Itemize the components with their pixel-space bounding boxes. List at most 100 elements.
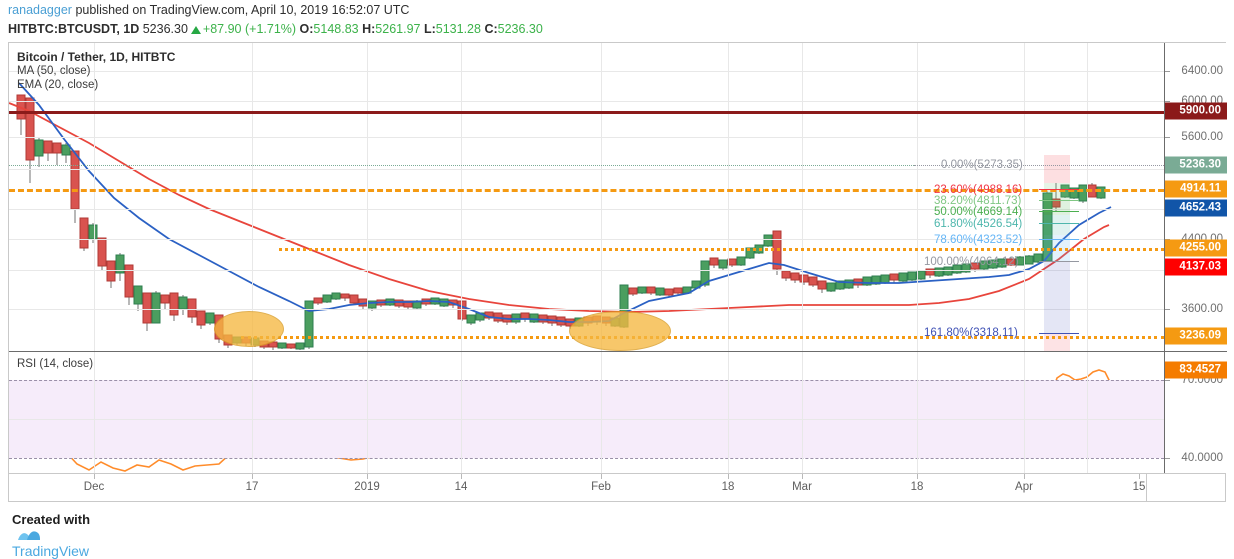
gridline-vertical <box>728 352 729 473</box>
price-change: +87.90 (+1.71%) <box>202 22 297 36</box>
price-series-svg <box>9 82 1112 350</box>
time-label: 15 <box>1132 481 1146 493</box>
price-tick: 6400.00 <box>1181 65 1223 77</box>
chart-frame: 0.00%(5273.35) 23.60%(4988.16) 38.20%(48… <box>8 42 1227 474</box>
price-scale[interactable]: 6400.00 6000.00 5600.00 5200.00 4800.00 … <box>1164 43 1227 473</box>
time-label: 14 <box>454 481 468 493</box>
gridline <box>9 71 1164 72</box>
price-badge-base: 3236.09 <box>1165 327 1227 345</box>
price-badge-ema: 4652.43 <box>1165 199 1227 217</box>
gridline <box>9 137 1164 138</box>
gridline-vertical <box>802 43 803 351</box>
ema-legend[interactable]: EMA (20, close) <box>17 79 99 91</box>
rsi-badge-last: 83.4527 <box>1165 361 1227 379</box>
rsi-oversold-line <box>9 458 1164 459</box>
gridline-vertical <box>252 43 253 351</box>
time-label: Dec <box>83 481 105 493</box>
ma50-line <box>9 102 1110 313</box>
fib-line-786 <box>1039 239 1079 240</box>
time-label: Mar <box>792 481 812 493</box>
arrow-up-icon <box>190 26 201 34</box>
fib-line-50 <box>1039 211 1079 212</box>
gridline-vertical <box>917 43 918 351</box>
gridline <box>9 101 1164 102</box>
pane-separator[interactable] <box>9 351 1164 352</box>
rsi-legend[interactable]: RSI (14, close) <box>17 358 94 370</box>
low-value: 5131.28 <box>435 22 481 36</box>
fib-zone-green2 <box>1044 199 1070 215</box>
close-level-line-5236 <box>9 165 1164 166</box>
gridline <box>9 169 1164 170</box>
publication-line: ranadagger published on TradingView.com,… <box>8 3 409 17</box>
gridline <box>9 309 1164 310</box>
footer-branding: Created with TradingView <box>12 512 90 559</box>
open-value: 5148.83 <box>313 22 359 36</box>
fib-line-100 <box>1039 261 1079 262</box>
support-dotted-4255[interactable] <box>279 248 1164 251</box>
fib-line-382 <box>1039 200 1079 201</box>
time-label: 17 <box>245 481 259 493</box>
created-with-label: Created with <box>12 512 91 527</box>
fib-label-786: 78.60%(4323.52) <box>934 234 1023 246</box>
time-axis-divider <box>1146 474 1147 501</box>
price-badge-last: 5236.30 <box>1165 156 1227 174</box>
open-label: O: <box>299 22 314 36</box>
price-badge-fib: 4914.11 <box>1165 180 1227 198</box>
tradingview-brand[interactable]: TradingView <box>12 543 90 559</box>
fib-line-0 <box>914 165 1164 166</box>
fib-label-1618: 161.80%(3318.11) <box>924 327 1018 339</box>
gridline-vertical <box>1024 352 1025 473</box>
fib-label-382: 38.20%(4811.73) <box>934 195 1022 207</box>
gridline-vertical <box>1024 43 1025 351</box>
rsi-pane[interactable]: RSI (14, close) <box>9 352 1164 473</box>
scale-pane-separator <box>1165 351 1227 352</box>
close-label: C: <box>484 22 498 36</box>
price-badge-ma: 4137.03 <box>1165 258 1227 276</box>
gridline-vertical <box>461 43 462 351</box>
gridline-vertical <box>802 352 803 473</box>
gridline-vertical <box>601 43 602 351</box>
highlight-ellipse-left <box>214 311 284 347</box>
gridline <box>9 419 1164 420</box>
author-name[interactable]: ranadagger <box>8 3 72 17</box>
time-label: 18 <box>721 481 735 493</box>
ma-legend[interactable]: MA (50, close) <box>17 65 91 77</box>
fib-zone-teal <box>1044 215 1070 235</box>
symbol-name[interactable]: HITBTC:BTCUSDT, 1D <box>8 22 140 36</box>
fib-line-1618 <box>1039 333 1079 334</box>
gridline-vertical <box>728 43 729 351</box>
fib-dashed-line-4914[interactable] <box>9 189 1164 192</box>
published-text: published on TradingView.com, April 10, … <box>75 3 410 17</box>
chart-title-legend[interactable]: Bitcoin / Tether, 1D, HITBTC <box>17 50 176 64</box>
fib-zone-indigo <box>1044 261 1070 333</box>
support-dotted-3236[interactable] <box>241 336 1164 339</box>
close-value: 5236.30 <box>497 22 543 36</box>
price-badge-resistance: 5900.00 <box>1165 102 1227 120</box>
fib-line-236 <box>1039 189 1079 190</box>
tradingview-logo-icon <box>18 531 40 540</box>
fib-label-618: 61.80%(4526.54) <box>934 218 1023 230</box>
gridline-vertical <box>367 43 368 351</box>
fib-zone-red <box>1044 155 1070 183</box>
fib-line-618 <box>1039 223 1079 224</box>
rsi-tick: 40.0000 <box>1181 452 1223 464</box>
rsi-overbought-line <box>9 380 1164 381</box>
time-axis[interactable]: Dec 17 2019 14 Feb 18 Mar 18 Apr 15 <box>8 474 1226 502</box>
highlight-ellipse-middle <box>569 311 671 351</box>
price-pane[interactable]: 0.00%(5273.35) 23.60%(4988.16) 38.20%(48… <box>9 43 1164 351</box>
resistance-line-5900[interactable] <box>9 111 1164 114</box>
fib-label-236: 23.60%(4988.16) <box>934 184 1023 196</box>
time-label: Apr <box>1015 481 1033 493</box>
gridline <box>9 270 1164 271</box>
fib-label-0: 0.00%(5273.35) <box>941 159 1023 171</box>
gridline-vertical <box>252 352 253 473</box>
time-label: Feb <box>591 481 611 493</box>
gridline <box>9 209 1164 210</box>
fib-label-100: 100.00%(4064.12) <box>924 256 1019 268</box>
fib-label-50: 50.00%(4669.14) <box>934 206 1023 218</box>
gridline-vertical <box>1087 43 1088 351</box>
high-value: 5261.97 <box>375 22 421 36</box>
tradingview-chart-screenshot: ranadagger published on TradingView.com,… <box>8 3 1227 559</box>
time-label: 2019 <box>354 481 380 493</box>
gridline-vertical <box>94 43 95 351</box>
